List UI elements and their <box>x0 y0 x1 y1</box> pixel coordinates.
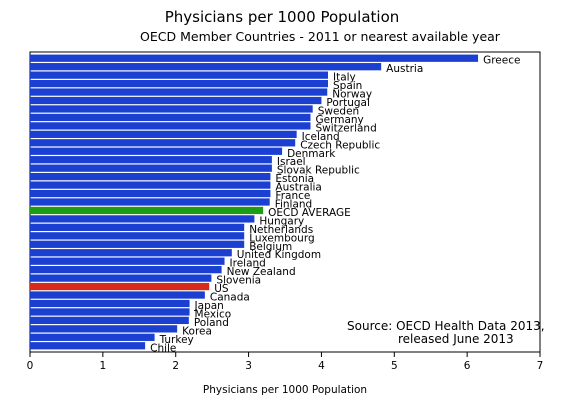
bar-labels-group: Greece Austria ItalySpainNorwayPortugalSwe… <box>150 55 520 355</box>
x-tick-label-4: 4 <box>318 360 325 372</box>
bar-ireland <box>30 257 225 265</box>
bar-label-iceland: Iceland <box>302 131 340 143</box>
bar-sweden <box>30 105 313 113</box>
bar-us <box>30 282 210 291</box>
bar-czech-republic <box>30 139 296 147</box>
bar-label-us: US <box>214 283 229 295</box>
bar-estonia <box>30 172 271 181</box>
bar-greece <box>30 54 479 62</box>
x-tick-label-5: 5 <box>391 360 398 372</box>
bar-united-kingdom <box>30 249 232 257</box>
bar-label-new-zealand: New Zealand <box>227 266 296 278</box>
bar-new-zealand <box>30 266 222 274</box>
bar-label-germany: Germany <box>316 114 364 126</box>
bar-label-chile: Chile <box>150 342 176 354</box>
bar-austria <box>30 63 382 71</box>
bar-label-finland: Finland <box>275 199 313 211</box>
bar-iceland <box>30 130 297 138</box>
bars-group <box>30 54 479 350</box>
bar-label-sweden: Sweden <box>318 105 360 117</box>
bar-label-greece: Greece <box>483 55 520 67</box>
bar-turkey <box>30 333 155 341</box>
bar-portugal <box>30 96 322 105</box>
chart-title: Physicians per 1000 Population <box>165 8 400 26</box>
bar-germany <box>30 113 311 122</box>
bar-label-austria: Austria <box>386 63 423 75</box>
bar-label-spain: Spain <box>333 80 362 92</box>
bar-oecd-average <box>30 206 264 215</box>
x-tick-label-6: 6 <box>464 360 471 372</box>
bar-label-hungary: Hungary <box>259 215 304 227</box>
bar-australia <box>30 181 271 189</box>
bar-luxembourg <box>30 232 245 240</box>
bar-label-korea: Korea <box>182 325 212 337</box>
bar-label-ireland: Ireland <box>230 258 266 270</box>
x-tick-label-0: 0 <box>27 360 34 372</box>
x-tick-label-3: 3 <box>245 360 252 372</box>
bar-label-portugal: Portugal <box>326 97 370 109</box>
bar-korea <box>30 325 178 333</box>
x-axis: 0 1 2 3 4 5 6 7 <box>27 352 544 372</box>
bar-label-italy: Italy <box>333 72 356 84</box>
bar-israel <box>30 156 272 164</box>
bar-label-turkey: Turkey <box>159 334 194 346</box>
bar-chile <box>30 342 146 350</box>
bar-label-mexico: Mexico <box>195 308 232 320</box>
bar-hungary <box>30 215 255 223</box>
bar-label-luxembourg: Luxembourg <box>249 232 314 244</box>
bar-label-belgium: Belgium <box>249 241 292 253</box>
bar-japan <box>30 299 190 308</box>
bar-label-slovenia: Slovenia <box>216 275 261 287</box>
bar-label-denmark: Denmark <box>287 148 336 160</box>
bar-norway <box>30 88 328 96</box>
bar-italy <box>30 71 328 79</box>
bar-label-australia: Australia <box>275 182 321 194</box>
bar-label-israel: Israel <box>277 156 306 168</box>
bar-switzerland <box>30 122 311 130</box>
bar-label-slovak-republic: Slovak Republic <box>277 165 360 177</box>
x-tick-label-7: 7 <box>537 360 544 372</box>
bar-france <box>30 189 271 198</box>
bar-canada <box>30 291 205 299</box>
bar-label-canada: Canada <box>210 292 250 304</box>
x-tick-label-2: 2 <box>172 360 179 372</box>
bar-label-netherlands: Netherlands <box>249 224 313 236</box>
bar-label-japan: Japan <box>194 300 224 312</box>
bar-finland <box>30 198 270 206</box>
bar-label-estonia: Estonia <box>275 173 314 185</box>
x-tick-label-1: 1 <box>100 360 107 372</box>
bar-label-switzerland: Switzerland <box>316 122 377 134</box>
bar-mexico <box>30 308 190 316</box>
bar-spain <box>30 79 328 88</box>
source-note-line-1: Source: OECD Health Data 2013, <box>347 319 545 333</box>
bar-label-oecd-average: OECD AVERAGE <box>268 207 351 219</box>
bar-label-norway: Norway <box>332 89 372 101</box>
bar-label-poland: Poland <box>194 317 229 329</box>
bar-label-france: France <box>275 190 310 202</box>
bar-belgium <box>30 240 245 248</box>
x-axis-label: Physicians per 1000 Population <box>203 384 367 396</box>
chart-subtitle: OECD Member Countries - 2011 or nearest … <box>140 29 501 44</box>
bar-netherlands <box>30 223 245 231</box>
bar-label-united-kingdom: United Kingdom <box>237 249 321 261</box>
bar-label-czech-republic: Czech Republic <box>300 139 380 151</box>
bar-poland <box>30 316 189 325</box>
source-note-line-2: released June 2013 <box>398 332 514 346</box>
bar-slovak-republic <box>30 164 272 172</box>
bar-slovenia <box>30 274 212 282</box>
bar-denmark <box>30 147 283 155</box>
